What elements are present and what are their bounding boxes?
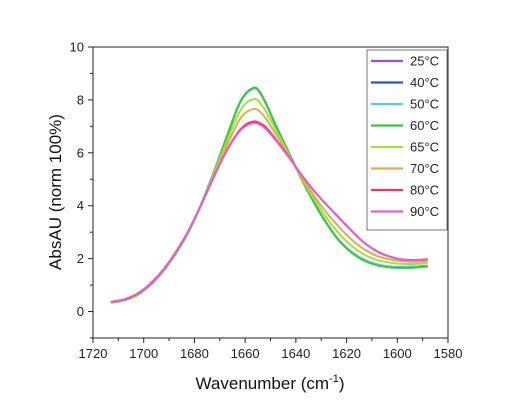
legend-label: 70°C (410, 161, 439, 176)
x-tick-label: 1640 (281, 346, 310, 361)
series-lines (110, 86, 428, 304)
y-tick-label: 0 (77, 304, 84, 319)
legend-box (366, 49, 448, 231)
x-tick-label: 1720 (79, 346, 108, 361)
x-tick-label: 1600 (383, 346, 412, 361)
legend-label: 90°C (410, 204, 439, 219)
y-axis: 0 2 4 6 8 10 (70, 40, 93, 339)
series-line-7 (110, 121, 428, 303)
legend-label: 80°C (410, 183, 439, 198)
y-tick-label: 4 (77, 198, 84, 213)
legend-label: 60°C (410, 118, 439, 133)
y-tick-label: 8 (77, 92, 84, 107)
x-tick-label: 1620 (332, 346, 361, 361)
legend-label: 25°C (410, 54, 439, 69)
legend-label: 40°C (410, 75, 439, 90)
y-tick-label: 6 (77, 145, 84, 160)
x-tick-label: 1660 (231, 346, 260, 361)
x-tick-label: 1680 (180, 346, 209, 361)
legend-label: 65°C (410, 140, 439, 155)
x-axis-title: Wavenumber (cm-1) (196, 373, 345, 393)
legend: 25°C 40°C 50°C 60°C 65°C 70°C 80°C 90°C (366, 49, 448, 231)
legend-label: 50°C (410, 97, 439, 112)
y-tick-label: 10 (70, 40, 84, 55)
y-axis-title: AbsAU (norm 100%) (46, 114, 65, 270)
y-tick-label: 2 (77, 251, 84, 266)
x-tick-label: 1580 (434, 346, 463, 361)
x-tick-label: 1700 (129, 346, 158, 361)
x-axis: 1720 1700 1680 1660 1640 1620 1600 1580 (79, 338, 463, 361)
